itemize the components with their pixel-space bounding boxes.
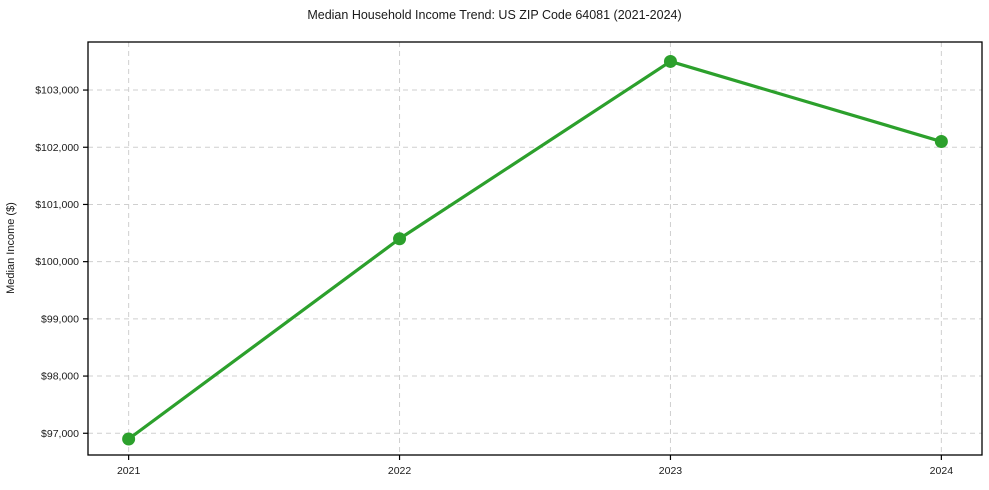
x-tick-label: 2024: [930, 465, 954, 477]
data-point-marker: [122, 432, 136, 446]
x-tick-label: 2021: [117, 465, 141, 477]
y-tick-label: $101,000: [35, 199, 79, 211]
y-tick-label: $100,000: [35, 256, 79, 268]
y-axis-label: Median Income ($): [5, 202, 17, 294]
data-point-marker: [663, 54, 677, 68]
x-tick-label: 2022: [388, 465, 412, 477]
x-tick-label: 2023: [659, 465, 683, 477]
series-layer: [122, 54, 948, 446]
y-tick-label: $97,000: [41, 428, 79, 440]
axis-layer: [83, 41, 983, 460]
data-point-marker: [393, 232, 407, 246]
chart-title: Median Household Income Trend: US ZIP Co…: [307, 8, 682, 22]
grid-layer: [88, 42, 982, 455]
y-tick-label: $99,000: [41, 313, 79, 325]
series-line-median-household-income: [127, 59, 943, 441]
plot-border: [87, 41, 983, 456]
data-point-marker: [934, 135, 948, 149]
y-tick-label: $102,000: [35, 142, 79, 154]
y-tick-label: $103,000: [35, 85, 79, 97]
y-tick-label: $98,000: [41, 371, 79, 383]
tick-label-layer: $97,000 $98,000 $99,000 $100,000 $101,000 $10…: [35, 85, 953, 477]
